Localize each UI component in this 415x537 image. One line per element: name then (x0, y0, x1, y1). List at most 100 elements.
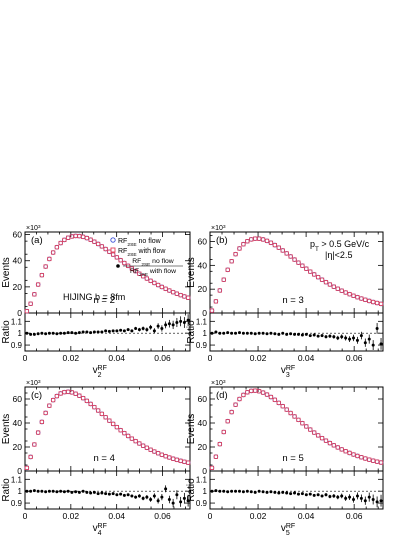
with-flow-point (122, 260, 127, 266)
with-flow-point (36, 282, 41, 287)
with-flow-point (371, 299, 376, 305)
with-flow-point (221, 429, 226, 435)
with-flow-point (32, 442, 37, 447)
with-flow-point (335, 445, 340, 450)
ratio-point (261, 490, 265, 494)
y-multiplier-label: ×103 (211, 224, 226, 233)
with-flow-point (347, 450, 352, 456)
with-flow-point (264, 238, 270, 243)
with-flow-point (264, 392, 270, 397)
with-flow-point (351, 452, 356, 457)
ratio-point (359, 334, 363, 338)
with-flow-point (335, 286, 340, 291)
ratio-point (269, 331, 273, 335)
ratio-point (44, 332, 48, 336)
with-flow-point (288, 254, 293, 259)
with-flow-point (133, 439, 138, 444)
ratio-point (89, 331, 93, 335)
y-tick-label: 20 (13, 282, 23, 292)
with-flow-point (343, 290, 348, 295)
legend-main: RF (118, 248, 127, 255)
ratio-point (241, 490, 245, 494)
with-flow-point (367, 457, 372, 462)
ratio-point (141, 496, 145, 500)
with-flow-point (99, 244, 104, 249)
ratio-point (149, 498, 153, 501)
ratio-point (111, 492, 115, 496)
ratio-frame (24, 312, 191, 352)
with-flow-point (118, 258, 123, 263)
ratio-tick-label: 0.9 (196, 341, 208, 350)
ratio-point (36, 489, 40, 493)
ratio-point (152, 494, 156, 498)
y-multiplier-exp: 3 (38, 379, 41, 385)
legend-no-flow-label: RF2SE no flow (118, 238, 162, 248)
with-flow-point (253, 388, 258, 393)
ratio-point (115, 493, 119, 497)
ratio-point (171, 323, 175, 327)
ratio-point (104, 492, 108, 496)
ratio-point (316, 493, 320, 497)
ratio-point (62, 490, 66, 494)
with-flow-point (276, 245, 281, 250)
y-multiplier-label: ×103 (26, 379, 41, 388)
with-flow-point (32, 292, 37, 297)
x-axis-title: v4RF (93, 523, 107, 537)
with-flow-point (137, 441, 142, 446)
ratio-point (167, 498, 171, 501)
ratio-point (134, 326, 138, 330)
ratio-point (59, 489, 63, 493)
with-flow-point (268, 394, 274, 400)
with-flow-point (296, 417, 301, 422)
with-flow-point (284, 407, 289, 412)
x-tick-label: 0.04 (298, 353, 315, 363)
with-flow-point (54, 393, 59, 399)
panel-label: (a) (31, 235, 43, 246)
ratio-point (77, 331, 81, 335)
ratio-point (281, 490, 285, 494)
x-axis-title-sub: 4 (98, 530, 102, 537)
ratio-axis-title: Ratio (1, 320, 12, 344)
ratio-tick-label: 0.9 (196, 499, 208, 508)
ratio-point (379, 342, 383, 346)
x-tick-label: 0 (23, 353, 28, 363)
with-flow-point (359, 455, 364, 460)
ratio-point (253, 490, 257, 494)
ratio-point (96, 330, 100, 334)
ratio-point (324, 335, 328, 339)
ratio-point (257, 489, 261, 493)
ratio-point (277, 332, 281, 336)
ratio-point (332, 335, 336, 339)
y-multiplier: ×10 (211, 225, 223, 232)
ratio-point (371, 498, 375, 501)
with-flow-point (241, 392, 246, 398)
ratio-point (171, 501, 175, 505)
legend-sub: 2SE (127, 252, 137, 258)
x-tick-label: 0 (23, 511, 28, 521)
ratio-point (367, 337, 371, 341)
panel-label: (c) (31, 390, 42, 401)
y-multiplier-exp: 3 (38, 224, 41, 230)
ratio-point (344, 336, 348, 340)
y-tick-label: 20 (198, 284, 208, 294)
legend-main: RF (118, 238, 127, 245)
ratio-point (328, 334, 332, 338)
with-flow-point (92, 405, 97, 410)
ratio-point (179, 319, 183, 323)
ratio-point (304, 493, 308, 497)
ratio-tick-label: 1.1 (11, 317, 23, 326)
with-flow-point (319, 436, 325, 441)
ratio-tick-label: 1.1 (196, 475, 208, 484)
with-flow-point (58, 240, 63, 246)
ratio-point (355, 494, 359, 498)
ratio-point (273, 490, 277, 494)
with-flow-point (36, 430, 41, 435)
ratio-point (40, 489, 44, 493)
x-tick-label: 0 (208, 511, 213, 521)
ratio-point (214, 489, 218, 493)
x-axis-title: v3RF (281, 365, 295, 379)
with-flow-point (47, 256, 52, 262)
ratio-point (134, 495, 138, 499)
cut-main: p (310, 239, 315, 249)
ratio-axis-title: Ratio (1, 478, 12, 502)
